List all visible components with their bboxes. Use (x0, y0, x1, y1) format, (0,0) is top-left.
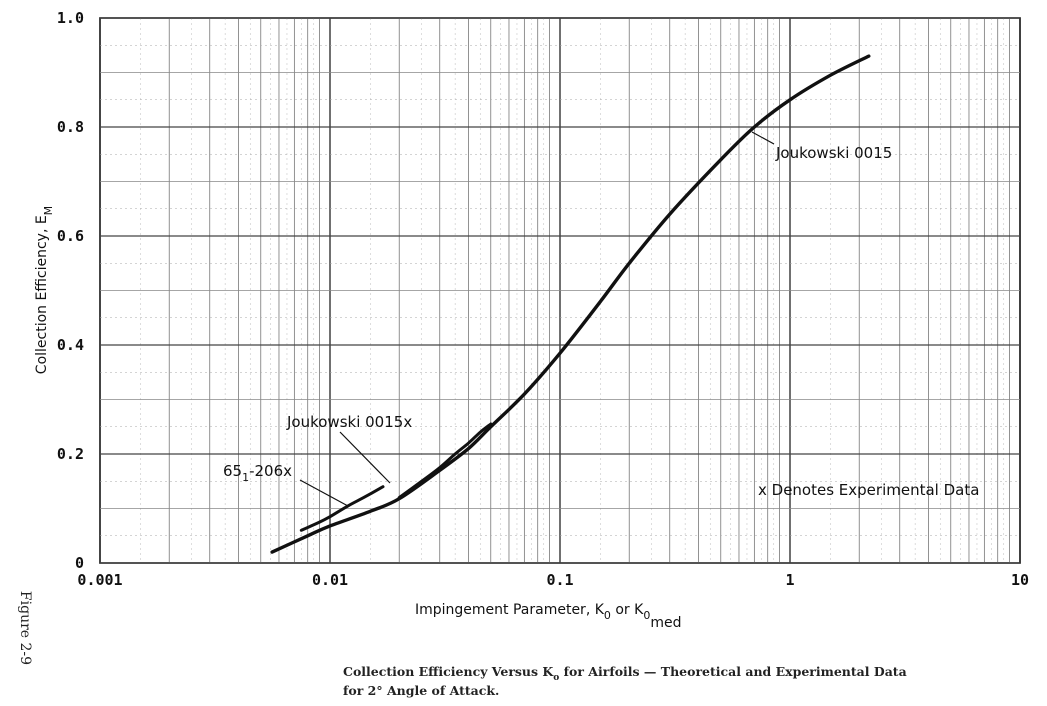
gridlines (99, 17, 1020, 564)
data-series (270, 54, 871, 554)
x-tick-label: 1 (785, 571, 794, 589)
y-axis-title: Collection Efficiency, EM (34, 206, 55, 374)
y-tick-labels: 0 0.2 0.4 0.6 0.8 1.0 (57, 9, 84, 572)
y-tick-label: 0.8 (57, 118, 84, 136)
series-line-2 (299, 485, 385, 532)
y-tick-label: 0.2 (57, 445, 84, 463)
x-axis-title: Impingement Parameter, K0 or K0med (415, 602, 681, 631)
leader-joukowski-0015 (751, 131, 775, 145)
experimental-data-note: x Denotes Experimental Data (758, 481, 979, 499)
x-tick-label: 0.001 (77, 571, 122, 589)
chart: 0.001 0.01 0.1 1 10 0 0.2 0.4 0.6 0.8 1.0 Impinge… (34, 9, 1029, 631)
y-tick-label: 0.6 (57, 227, 84, 245)
figure-label: Figure 2-9 (17, 590, 34, 666)
x-tick-label: 10 (1011, 571, 1029, 589)
caption-line-1: Collection Efficiency Versus Ko for Airf… (343, 664, 907, 683)
caption-line-1-sub: o (553, 673, 560, 683)
x-tick-label: 0.01 (312, 571, 348, 589)
caption-line-1-b: for Airfoils — Theoretical and Experimen… (559, 664, 907, 679)
label-joukowski-0015: Joukowski 0015 (775, 144, 892, 162)
caption-line-1-a: Collection Efficiency Versus K (343, 664, 554, 679)
leader-joukowski-0015x (339, 431, 391, 484)
label-joukowski-0015x: Joukowski 0015x (286, 413, 412, 431)
y-tick-label: 0.4 (57, 336, 84, 354)
y-tick-label: 1.0 (57, 9, 84, 27)
caption-line-2: for 2° Angle of Attack. (343, 683, 500, 698)
series-line-1 (397, 422, 493, 500)
label-65-206x: 651-206x (223, 462, 292, 484)
leader-65-206x (299, 479, 349, 507)
series-line-0 (270, 54, 871, 554)
y-tick-label: 0 (75, 554, 84, 572)
x-tick-labels: 0.001 0.01 0.1 1 10 (77, 571, 1029, 589)
x-tick-label: 0.1 (546, 571, 573, 589)
